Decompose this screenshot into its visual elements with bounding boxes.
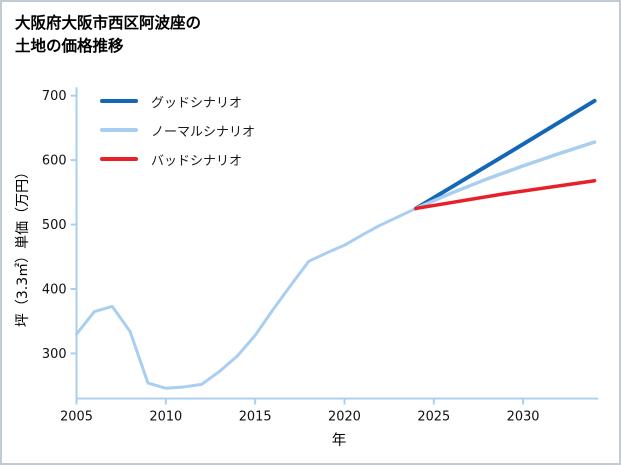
y-tick-label: 600 (42, 154, 67, 169)
legend-swatch-bad-scenario (100, 157, 138, 161)
x-tick-label: 2015 (239, 409, 272, 424)
x-tick-label: 2005 (60, 409, 93, 424)
x-tick-label: 2025 (417, 409, 450, 424)
legend-swatch-normal-scenario (100, 128, 138, 132)
legend-item-bad-scenario: バッドシナリオ (100, 150, 255, 169)
y-tick-label: 700 (42, 89, 67, 104)
y-tick-label: 400 (42, 282, 67, 297)
y-tick-label: 300 (42, 347, 67, 362)
x-tick-label: 2030 (507, 409, 540, 424)
chart-legend: グッドシナリオ ノーマルシナリオ バッドシナリオ (100, 92, 255, 179)
x-tick-label: 2010 (149, 409, 182, 424)
series-line-historical (75, 206, 418, 390)
y-axis-label: 坪（3.3㎡）単価（万円） (15, 164, 31, 328)
y-tick-label: 500 (42, 218, 67, 233)
legend-label-bad-scenario: バッドシナリオ (151, 153, 243, 169)
legend-label-normal-scenario: ノーマルシナリオ (151, 124, 256, 140)
chart-title: 大阪府大阪市西区阿波座の 土地の価格推移 (15, 12, 201, 58)
series-line-bad-scenario (414, 179, 597, 211)
series-line-normal-scenario (414, 140, 597, 211)
x-tick-label: 2020 (328, 409, 361, 424)
chart-title-line2: 土地の価格推移 (15, 37, 124, 55)
chart-title-line1: 大阪府大阪市西区阿波座の (15, 14, 202, 32)
legend-item-good-scenario: グッドシナリオ (100, 92, 255, 111)
series-line-good-scenario (413, 98, 597, 211)
legend-swatch-good-scenario (100, 99, 138, 103)
legend-item-normal-scenario: ノーマルシナリオ (100, 121, 256, 140)
x-axis-label: 年 (331, 433, 347, 449)
legend-label-good-scenario: グッドシナリオ (151, 95, 243, 111)
